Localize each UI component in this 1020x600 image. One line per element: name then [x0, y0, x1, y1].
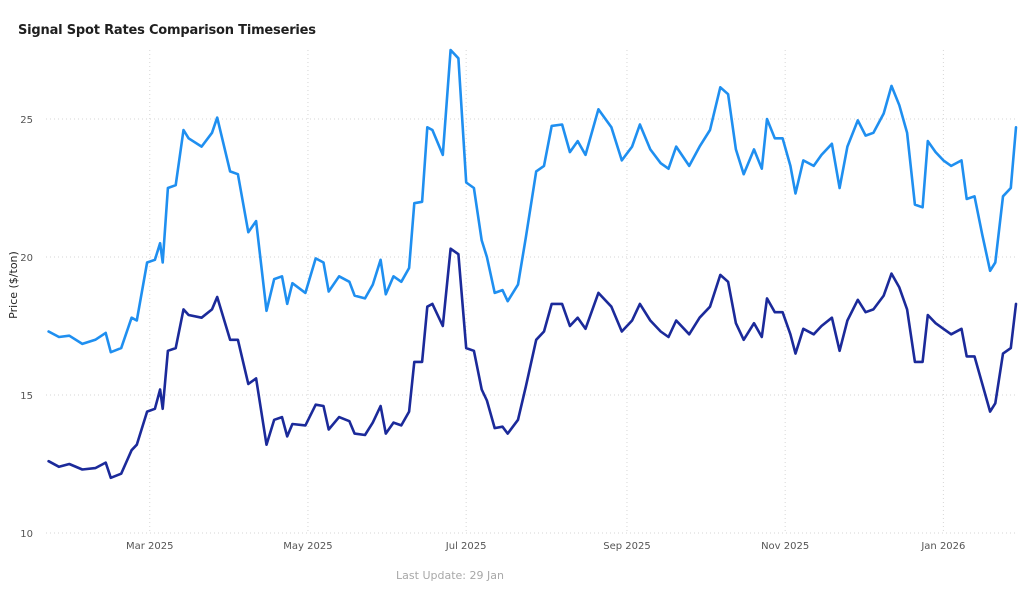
- x-tick-label: Nov 2025: [761, 541, 809, 552]
- chart-title: Signal Spot Rates Comparison Timeseries: [18, 23, 316, 38]
- series-line-2: [47, 247, 1018, 480]
- last-update-label: Last Update: 29 Jan: [396, 569, 504, 582]
- x-tick-label: May 2025: [283, 541, 332, 552]
- y-tick-label: 20: [20, 253, 33, 264]
- x-tick-label: Sep 2025: [603, 541, 650, 552]
- x-tick-label: Jan 2026: [920, 541, 965, 552]
- x-tick-label: Mar 2025: [126, 541, 174, 552]
- y-tick-label: 25: [20, 115, 33, 126]
- y-axis-label: Price ($/ton): [7, 251, 20, 319]
- x-tick-label: Jul 2025: [445, 541, 487, 552]
- chart-series: [47, 48, 1018, 480]
- series-line-1: [47, 48, 1018, 354]
- y-axis-ticks: 10 15 20 25: [20, 115, 33, 540]
- y-tick-label: 15: [20, 391, 33, 402]
- x-axis-ticks: Mar 2025 May 2025 Jul 2025 Sep 2025 Nov 2025…: [126, 541, 965, 552]
- y-tick-label: 10: [20, 529, 33, 540]
- chart-grid: [46, 50, 1016, 534]
